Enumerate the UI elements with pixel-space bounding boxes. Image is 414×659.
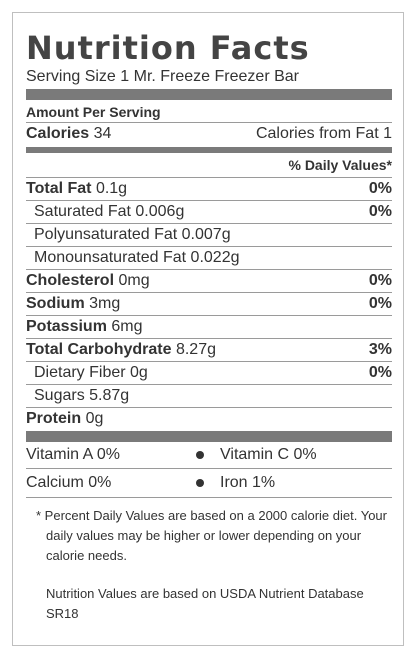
nutrient-label: Potassium [26,318,107,335]
serving-size: Serving Size 1 Mr. Freeze Freezer Bar [26,68,299,85]
nutrient-row-dietary-fiber: Dietary Fiber 0g 0% [26,362,392,384]
nutrient-dv: 0% [368,364,392,381]
nutrient-amount: 3mg [89,295,121,312]
nutrient-label: Dietary Fiber [34,364,126,381]
vitamin-value: 0% [88,474,112,491]
nutrient-row-total-fat: Total Fat 0.1g 0% [26,178,392,200]
calories-value: 34 [93,125,112,142]
nutrient-dv: 0% [368,295,392,312]
calories-from-fat-cell: Calories from Fat 1 [256,123,392,145]
nutrient-row-sodium: Sodium 3mg 0% [26,293,392,315]
divider [26,315,392,316]
calories-row: Calories 34 Calories from Fat 1 [26,123,392,145]
vitamin-label: Vitamin A [26,446,93,463]
medium-divider [26,147,392,153]
nutrient-label: Sugars [34,387,85,404]
nutrient-label: Protein [26,410,82,427]
vitamin-value: 0% [293,446,317,463]
nutrient-amount: 0.007g [181,226,231,243]
divider [26,497,392,498]
vitamin-value: 1% [252,474,276,491]
nutrient-row-cholesterol: Cholesterol 0mg 0% [26,270,392,292]
daily-values-footnote: * Percent Daily Values are based on a 20… [36,508,387,563]
vitamin-label: Iron [220,474,248,491]
daily-values-header: % Daily Values* [288,157,392,173]
divider [26,246,392,247]
nutrient-amount: 5.87g [89,387,130,404]
calcium: Calcium 0% [26,469,196,497]
nutrient-dv: 0% [368,203,392,220]
source-note: Nutrition Values are based on USDA Nutri… [46,586,364,621]
amount-per-serving: Amount Per Serving [26,102,392,122]
daily-values-header-row: % Daily Values* [26,153,392,177]
calories-from-fat-label: Calories from Fat [255,125,379,142]
nutrient-row-total-carbohydrate: Total Carbohydrate 8.27g 3% [26,339,392,361]
divider [26,361,392,362]
divider [26,407,392,408]
vitamin-row: Vitamin A 0% Vitamin C 0% [26,442,392,468]
divider [26,177,392,178]
nutrition-label-content: Nutrition Facts Serving Size 1 Mr. Freez… [26,29,392,624]
nutrient-amount: 8.27g [175,341,216,358]
nutrient-label: Total Carbohydrate [26,341,172,358]
nutrient-amount: 0g [85,410,104,427]
nutrient-label: Monounsaturated Fat [34,249,187,266]
nutrient-row-monounsaturated-fat: Monounsaturated Fat 0.022g [26,247,392,269]
nutrient-row-saturated-fat: Saturated Fat 0.006g 0% [26,201,392,223]
amount-per-serving-label: Amount Per Serving [26,104,161,120]
nutrient-dv: 0% [368,272,392,289]
iron: Iron 1% [220,469,275,497]
nutrient-label: Saturated Fat [34,203,131,220]
vitamin-label: Calcium [26,474,84,491]
label-title: Nutrition Facts [26,29,310,67]
nutrient-amount: 6mg [111,318,143,335]
bullet-icon [196,479,204,487]
divider [26,292,392,293]
divider [26,384,392,385]
vitamin-label: Vitamin C [220,446,290,463]
divider [26,122,392,123]
nutrient-dv: 0% [368,180,392,197]
nutrient-amount: 0.1g [95,180,128,197]
nutrient-dv: 3% [368,341,392,358]
nutrient-row-sugars: Sugars 5.87g [26,385,392,407]
nutrition-label: Nutrition Facts Serving Size 1 Mr. Freez… [12,12,404,646]
bullet-icon [196,451,204,459]
nutrient-label: Total Fat [26,180,92,197]
vitamin-row: Calcium 0% Iron 1% [26,469,392,497]
nutrient-label: Sodium [26,295,85,312]
calories-from-fat-value: 1 [383,125,392,142]
nutrient-amount: 0g [130,364,148,381]
nutrient-row-protein: Protein 0g [26,408,392,430]
divider [26,269,392,270]
calories-cell: Calories 34 [26,123,111,145]
vitamin-a: Vitamin A 0% [26,442,196,468]
divider [26,338,392,339]
thick-divider [26,431,392,442]
nutrient-amount: 0.006g [135,203,185,220]
nutrient-amount: 0mg [118,272,150,289]
divider [26,468,392,469]
vitamin-c: Vitamin C 0% [220,442,317,468]
calories-label: Calories [26,125,90,142]
nutrient-label: Cholesterol [26,272,115,289]
thick-divider [26,89,392,100]
divider [26,223,392,224]
divider [26,200,392,201]
nutrient-label: Polyunsaturated Fat [34,226,178,243]
nutrient-amount: 0.022g [190,249,240,266]
nutrient-row-polyunsaturated-fat: Polyunsaturated Fat 0.007g [26,224,392,246]
nutrient-row-potassium: Potassium 6mg [26,316,392,338]
vitamin-value: 0% [96,446,120,463]
